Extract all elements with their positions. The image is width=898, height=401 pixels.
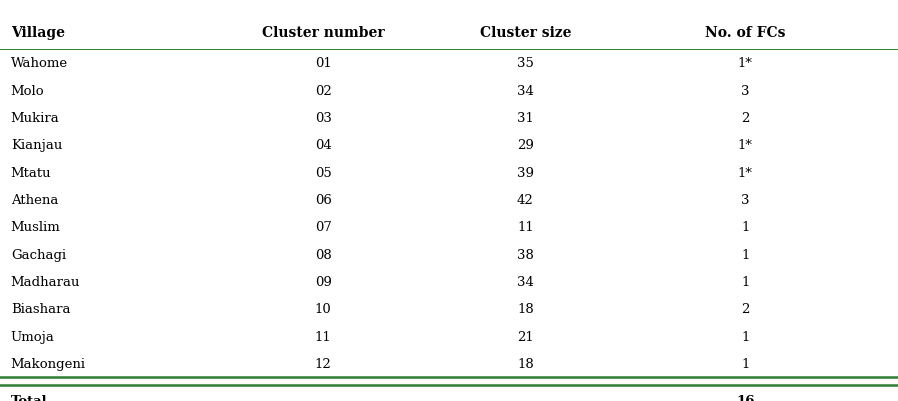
Text: 39: 39 xyxy=(517,166,533,179)
Text: 1*: 1* xyxy=(738,57,753,70)
Text: 12: 12 xyxy=(315,357,331,370)
Text: Mukira: Mukira xyxy=(11,112,59,125)
Text: 3: 3 xyxy=(741,194,750,207)
Text: 08: 08 xyxy=(315,248,331,261)
Text: 18: 18 xyxy=(517,357,533,370)
Text: 21: 21 xyxy=(517,330,533,343)
Text: 11: 11 xyxy=(315,330,331,343)
Text: 03: 03 xyxy=(315,112,331,125)
Text: 42: 42 xyxy=(517,194,533,207)
Text: 16: 16 xyxy=(736,394,754,401)
Text: 31: 31 xyxy=(517,112,533,125)
Text: 18: 18 xyxy=(517,303,533,316)
Text: 1: 1 xyxy=(741,275,750,288)
Text: Gachagi: Gachagi xyxy=(11,248,66,261)
Text: 05: 05 xyxy=(315,166,331,179)
Text: 2: 2 xyxy=(741,112,750,125)
Text: 1: 1 xyxy=(741,248,750,261)
Text: Molo: Molo xyxy=(11,85,44,97)
Text: 1*: 1* xyxy=(738,139,753,152)
Text: Wahome: Wahome xyxy=(11,57,68,70)
Text: 07: 07 xyxy=(315,221,331,234)
Text: Kianjau: Kianjau xyxy=(11,139,62,152)
Text: Madharau: Madharau xyxy=(11,275,80,288)
Text: Muslim: Muslim xyxy=(11,221,60,234)
Text: 34: 34 xyxy=(517,275,533,288)
Text: Biashara: Biashara xyxy=(11,303,70,316)
Text: Makongeni: Makongeni xyxy=(11,357,86,370)
Text: 02: 02 xyxy=(315,85,331,97)
Text: 01: 01 xyxy=(315,57,331,70)
Text: 1: 1 xyxy=(741,357,750,370)
Text: 1*: 1* xyxy=(738,166,753,179)
Text: Total: Total xyxy=(11,394,48,401)
Text: Cluster number: Cluster number xyxy=(262,26,384,40)
Text: 34: 34 xyxy=(517,85,533,97)
Text: 3: 3 xyxy=(741,85,750,97)
Text: 1: 1 xyxy=(741,221,750,234)
Text: 29: 29 xyxy=(517,139,533,152)
Text: Mtatu: Mtatu xyxy=(11,166,51,179)
Text: 2: 2 xyxy=(741,303,750,316)
Text: 10: 10 xyxy=(315,303,331,316)
Text: 09: 09 xyxy=(315,275,331,288)
Text: Village: Village xyxy=(11,26,65,40)
Text: 06: 06 xyxy=(315,194,331,207)
Text: 35: 35 xyxy=(517,57,533,70)
Text: Umoja: Umoja xyxy=(11,330,55,343)
Text: 1: 1 xyxy=(741,330,750,343)
Text: Cluster size: Cluster size xyxy=(480,26,571,40)
Text: Athena: Athena xyxy=(11,194,58,207)
Text: 38: 38 xyxy=(517,248,533,261)
Text: 04: 04 xyxy=(315,139,331,152)
Text: 11: 11 xyxy=(517,221,533,234)
Text: No. of FCs: No. of FCs xyxy=(705,26,786,40)
